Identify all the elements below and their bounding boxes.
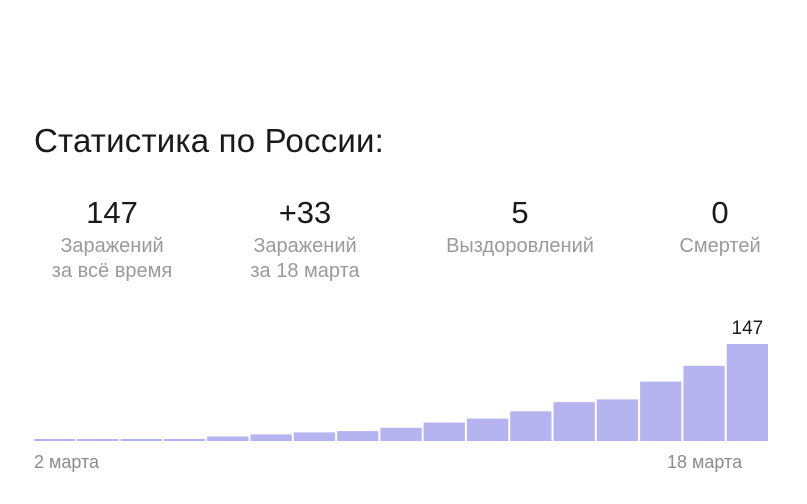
- chart-bar: [553, 402, 595, 441]
- stat-label: Заражений: [60, 235, 164, 257]
- chart-bar: [293, 432, 336, 441]
- stat-label: Выздоровлений: [446, 235, 594, 257]
- x-axis-start-label: 2 марта: [34, 452, 100, 472]
- chart-bar: [640, 381, 682, 441]
- chart-bar: [120, 439, 162, 441]
- chart-bar: [683, 365, 725, 441]
- chart-bar: [337, 431, 379, 441]
- chart-bar: [380, 427, 422, 441]
- chart-bar: [466, 418, 509, 441]
- chart-bar: [250, 434, 292, 441]
- chart-bar: [207, 436, 249, 441]
- stat-recoveries: 5 Выздоровлений: [446, 192, 594, 259]
- chart-bar: [423, 422, 465, 441]
- page-title: Статистика по России:: [34, 122, 385, 159]
- stat-label: Смертей: [679, 235, 761, 257]
- stat-label: за 18 марта: [250, 260, 360, 282]
- stat-daily-infections: +33 Заражений за 18 марта: [250, 192, 359, 284]
- stat-label: Заражений: [253, 235, 357, 257]
- stat-deaths: 0 Смертей: [679, 192, 760, 259]
- chart-bar: [726, 344, 768, 441]
- stat-value: 5: [511, 195, 529, 230]
- stat-label: за всё время: [51, 260, 173, 282]
- chart-bar: [77, 439, 119, 441]
- chart-last-value-label: 147: [732, 318, 764, 339]
- stat-value: 0: [711, 195, 729, 230]
- chart-bar: [596, 399, 639, 441]
- chart-bars: [34, 344, 768, 441]
- chart-bar: [510, 411, 552, 441]
- stat-value: 147: [86, 195, 138, 230]
- chart-bar: [163, 439, 206, 441]
- chart-bar: [34, 439, 76, 441]
- stat-value: +33: [278, 195, 332, 230]
- x-axis-end-label: 18 марта: [667, 452, 743, 472]
- stat-total-infections: 147 Заражений за всё время: [52, 192, 172, 284]
